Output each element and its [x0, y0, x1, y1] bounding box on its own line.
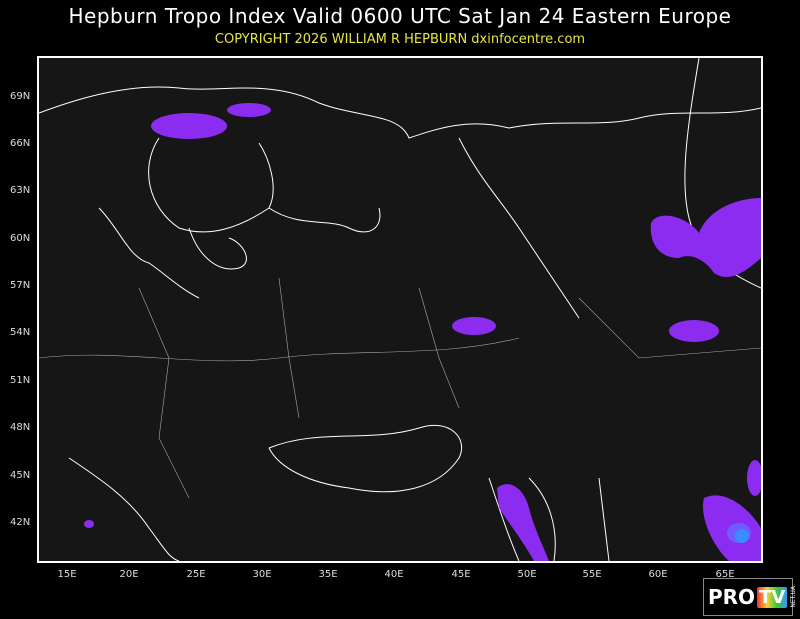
lon-label: 50E	[517, 569, 537, 580]
lat-label: 42N	[10, 517, 31, 528]
lon-label: 30E	[252, 569, 272, 580]
index-area-high	[735, 529, 749, 543]
borders	[38, 277, 762, 499]
lat-label: 45N	[10, 470, 31, 481]
lat-label: 60N	[10, 233, 31, 244]
lon-label: 45E	[451, 569, 471, 580]
coastlines	[38, 57, 762, 562]
logo-sub: NET.UA	[790, 586, 798, 608]
index-area	[650, 198, 761, 278]
tv-icon: TV	[757, 586, 788, 608]
lon-label: 35E	[318, 569, 338, 580]
lon-label: 25E	[186, 569, 206, 580]
lon-label: 55E	[582, 569, 602, 580]
lon-label: 60E	[648, 569, 668, 580]
lat-label: 63N	[10, 185, 31, 196]
tropo-index-areas	[84, 103, 763, 561]
lon-label: 40E	[384, 569, 404, 580]
index-area	[669, 320, 719, 342]
index-area	[747, 460, 763, 496]
lat-label: 48N	[10, 422, 31, 433]
lat-label: 54N	[10, 327, 31, 338]
map-frame	[37, 56, 763, 563]
index-area	[151, 113, 227, 139]
lat-label: 66N	[10, 138, 31, 149]
logo-text: PRO	[708, 585, 756, 609]
lat-label: 51N	[10, 375, 31, 386]
map-canvas	[38, 57, 763, 562]
map-title: Hepburn Tropo Index Valid 0600 UTC Sat J…	[68, 4, 732, 28]
lon-label: 15E	[57, 569, 77, 580]
copyright-line: COPYRIGHT 2026 WILLIAM R HEPBURN dxinfoc…	[214, 32, 586, 47]
lat-label: 69N	[10, 91, 31, 102]
index-area	[452, 317, 496, 335]
index-area	[84, 520, 94, 528]
lon-label: 65E	[715, 569, 735, 580]
index-area	[227, 103, 271, 117]
lon-label: 20E	[119, 569, 139, 580]
index-area	[497, 484, 549, 561]
lat-label: 57N	[10, 280, 31, 291]
protv-watermark-logo: PRO TV NET.UA	[703, 578, 797, 616]
